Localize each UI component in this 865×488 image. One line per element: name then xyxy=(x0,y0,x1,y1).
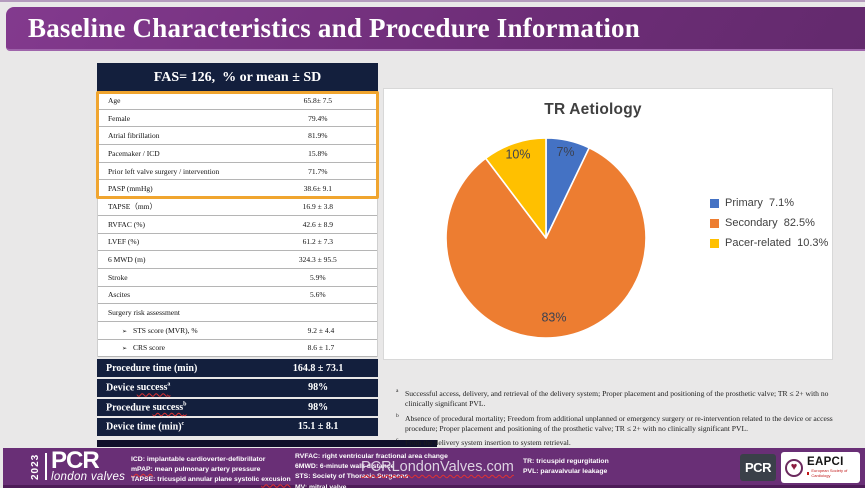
table-row: Surgery risk assessment xyxy=(98,304,377,322)
tr-aetiology-chart: TR Aetiology 7% 83% 10% Primary 7.1% Second… xyxy=(383,88,833,360)
pcr-logo-text: PCR xyxy=(51,447,100,474)
table-row: Age 65.8± 7.5 xyxy=(98,92,377,110)
abbreviation: MV: mitral valve xyxy=(295,483,347,488)
pie-slice-pacer-related xyxy=(484,137,547,239)
table-row: PASP (mmHg) 38.6± 9.1 xyxy=(98,180,377,199)
arrow-bullet-icon: ➢ xyxy=(122,328,128,335)
footer: 2023 PCR london valves ICD: implantable … xyxy=(3,448,865,488)
table-summary-row: Procedure successb 98% xyxy=(97,398,378,417)
footnotes: a Successful access, delivery, and retrie… xyxy=(395,388,857,453)
chart-title: TR Aetiology xyxy=(544,101,642,118)
abbreviation: TAPSE: tricuspid annular plane systolic … xyxy=(131,476,291,484)
table-row: Ascites 5.6% xyxy=(98,286,377,305)
eapci-logo: ♥ EAPCI European Society of Cardiology xyxy=(781,452,860,483)
abbreviation: 6MWD: 6-minute walk distance xyxy=(295,463,395,471)
table-row: ➢ STS score (MVR), % 9.2 ± 4.4 xyxy=(98,321,377,340)
pie-slice-label: 83% xyxy=(541,311,566,325)
table-header: FAS= 126, % or mean ± SD xyxy=(97,63,378,92)
pie-slice-label: 7% xyxy=(556,145,574,159)
table-row: ➢ CRS score 8.6 ± 1.7 xyxy=(98,339,377,358)
abbreviation: TR: tricuspid regurgitation xyxy=(523,458,609,465)
footer-year: 2023 xyxy=(30,453,41,481)
table-row: Atrial fibrillation 81.9% xyxy=(98,127,377,146)
legend-swatch-icon xyxy=(710,218,719,228)
slide-top-border xyxy=(0,0,865,2)
eapci-name: EAPCI xyxy=(807,456,844,468)
abbreviation: STS: Society of Thoracic Surgeons xyxy=(295,473,409,481)
table-row: TAPSE（mm） 16.9 ± 3.8 xyxy=(98,198,377,216)
eapci-subtitle: European Society of Cardiology xyxy=(807,468,856,478)
abbreviation: RVFAC: right ventricular fractional area… xyxy=(295,453,448,460)
abbreviation: PVL: paravalvular leakage xyxy=(523,468,608,476)
table-summary-row: Device successa 98% xyxy=(97,378,378,397)
footnote-item: b Absence of procedural mortality; Freedo… xyxy=(396,412,833,433)
table-row: Stroke 5.9% xyxy=(98,268,377,287)
chart-legend: Primary 7.1% Secondary 82.5% Pacer-related… xyxy=(710,197,828,257)
pcr-london-valves-logo: PCR london valves xyxy=(51,447,126,483)
table-body: Age 65.8± 7.5 Female 79.4% Atrial fibrillati… xyxy=(96,91,379,358)
table-summary: Procedure time (min) 164.8 ± 73.1 Device s… xyxy=(97,359,378,436)
pie-chart: 7% 83% 10% xyxy=(445,137,647,339)
abbreviations-col2: RVFAC: right ventricular fractional area… xyxy=(295,452,448,488)
title-bar: Baseline Characteristics and Procedure I… xyxy=(6,7,865,51)
esc-icon xyxy=(807,471,810,475)
table-row: Prior left valve surgery / intervention 7… xyxy=(98,162,377,181)
pcr-badge: PCR xyxy=(740,454,776,481)
website-link[interactable]: PCRLondonValves.com xyxy=(361,459,514,475)
table-row: Female 79.4% xyxy=(98,109,377,128)
legend-item: Primary 7.1% xyxy=(710,197,828,209)
abbreviation: mPAP: mean pulmonary artery pressure xyxy=(131,466,261,474)
eapci-heart-icon: ♥ xyxy=(785,458,803,477)
table-row: RVFAC (%) 42.6 ± 8.9 xyxy=(98,215,377,234)
legend-swatch-icon xyxy=(710,198,719,208)
table-row: Pacemaker / ICD 15.8% xyxy=(98,145,377,163)
footnote-item: c From the delivery system insertion to s… xyxy=(396,437,571,448)
table-summary-row: Procedure time (min) 164.8 ± 73.1 xyxy=(97,359,378,377)
arrow-bullet-icon: ➢ xyxy=(122,346,128,353)
pie-slice-secondary xyxy=(445,147,647,339)
table-row: 6 MWD (m) 324.3 ± 95.5 xyxy=(98,251,377,269)
footer-separator xyxy=(45,453,47,480)
legend-item: Pacer-related 10.3% xyxy=(710,237,828,249)
legend-item: Secondary 82.5% xyxy=(710,217,828,229)
table-row: LVEF (%) 61.2 ± 7.3 xyxy=(98,233,377,252)
abbreviations-col1: ICD: implantable cardioverter-defibrilla… xyxy=(131,455,291,486)
footnote-item: a Successful access, delivery, and retrie… xyxy=(396,388,829,409)
legend-swatch-icon xyxy=(710,238,719,248)
page-title: Baseline Characteristics and Procedure I… xyxy=(28,12,640,43)
pie-slice-label: 10% xyxy=(505,148,530,162)
table-summary-row: Device time (min)c 15.1 ± 8.1 xyxy=(97,418,378,436)
baseline-table: FAS= 126, % or mean ± SD Age 65.8± 7.5 Fem… xyxy=(96,63,379,438)
table-shadow xyxy=(97,440,437,447)
london-valves-label: london valves xyxy=(51,471,126,483)
abbreviations-col3: TR: tricuspid regurgitation PVL: paravalv… xyxy=(523,457,609,477)
abbreviation: ICD: implantable cardioverter-defibrilla… xyxy=(131,456,266,463)
